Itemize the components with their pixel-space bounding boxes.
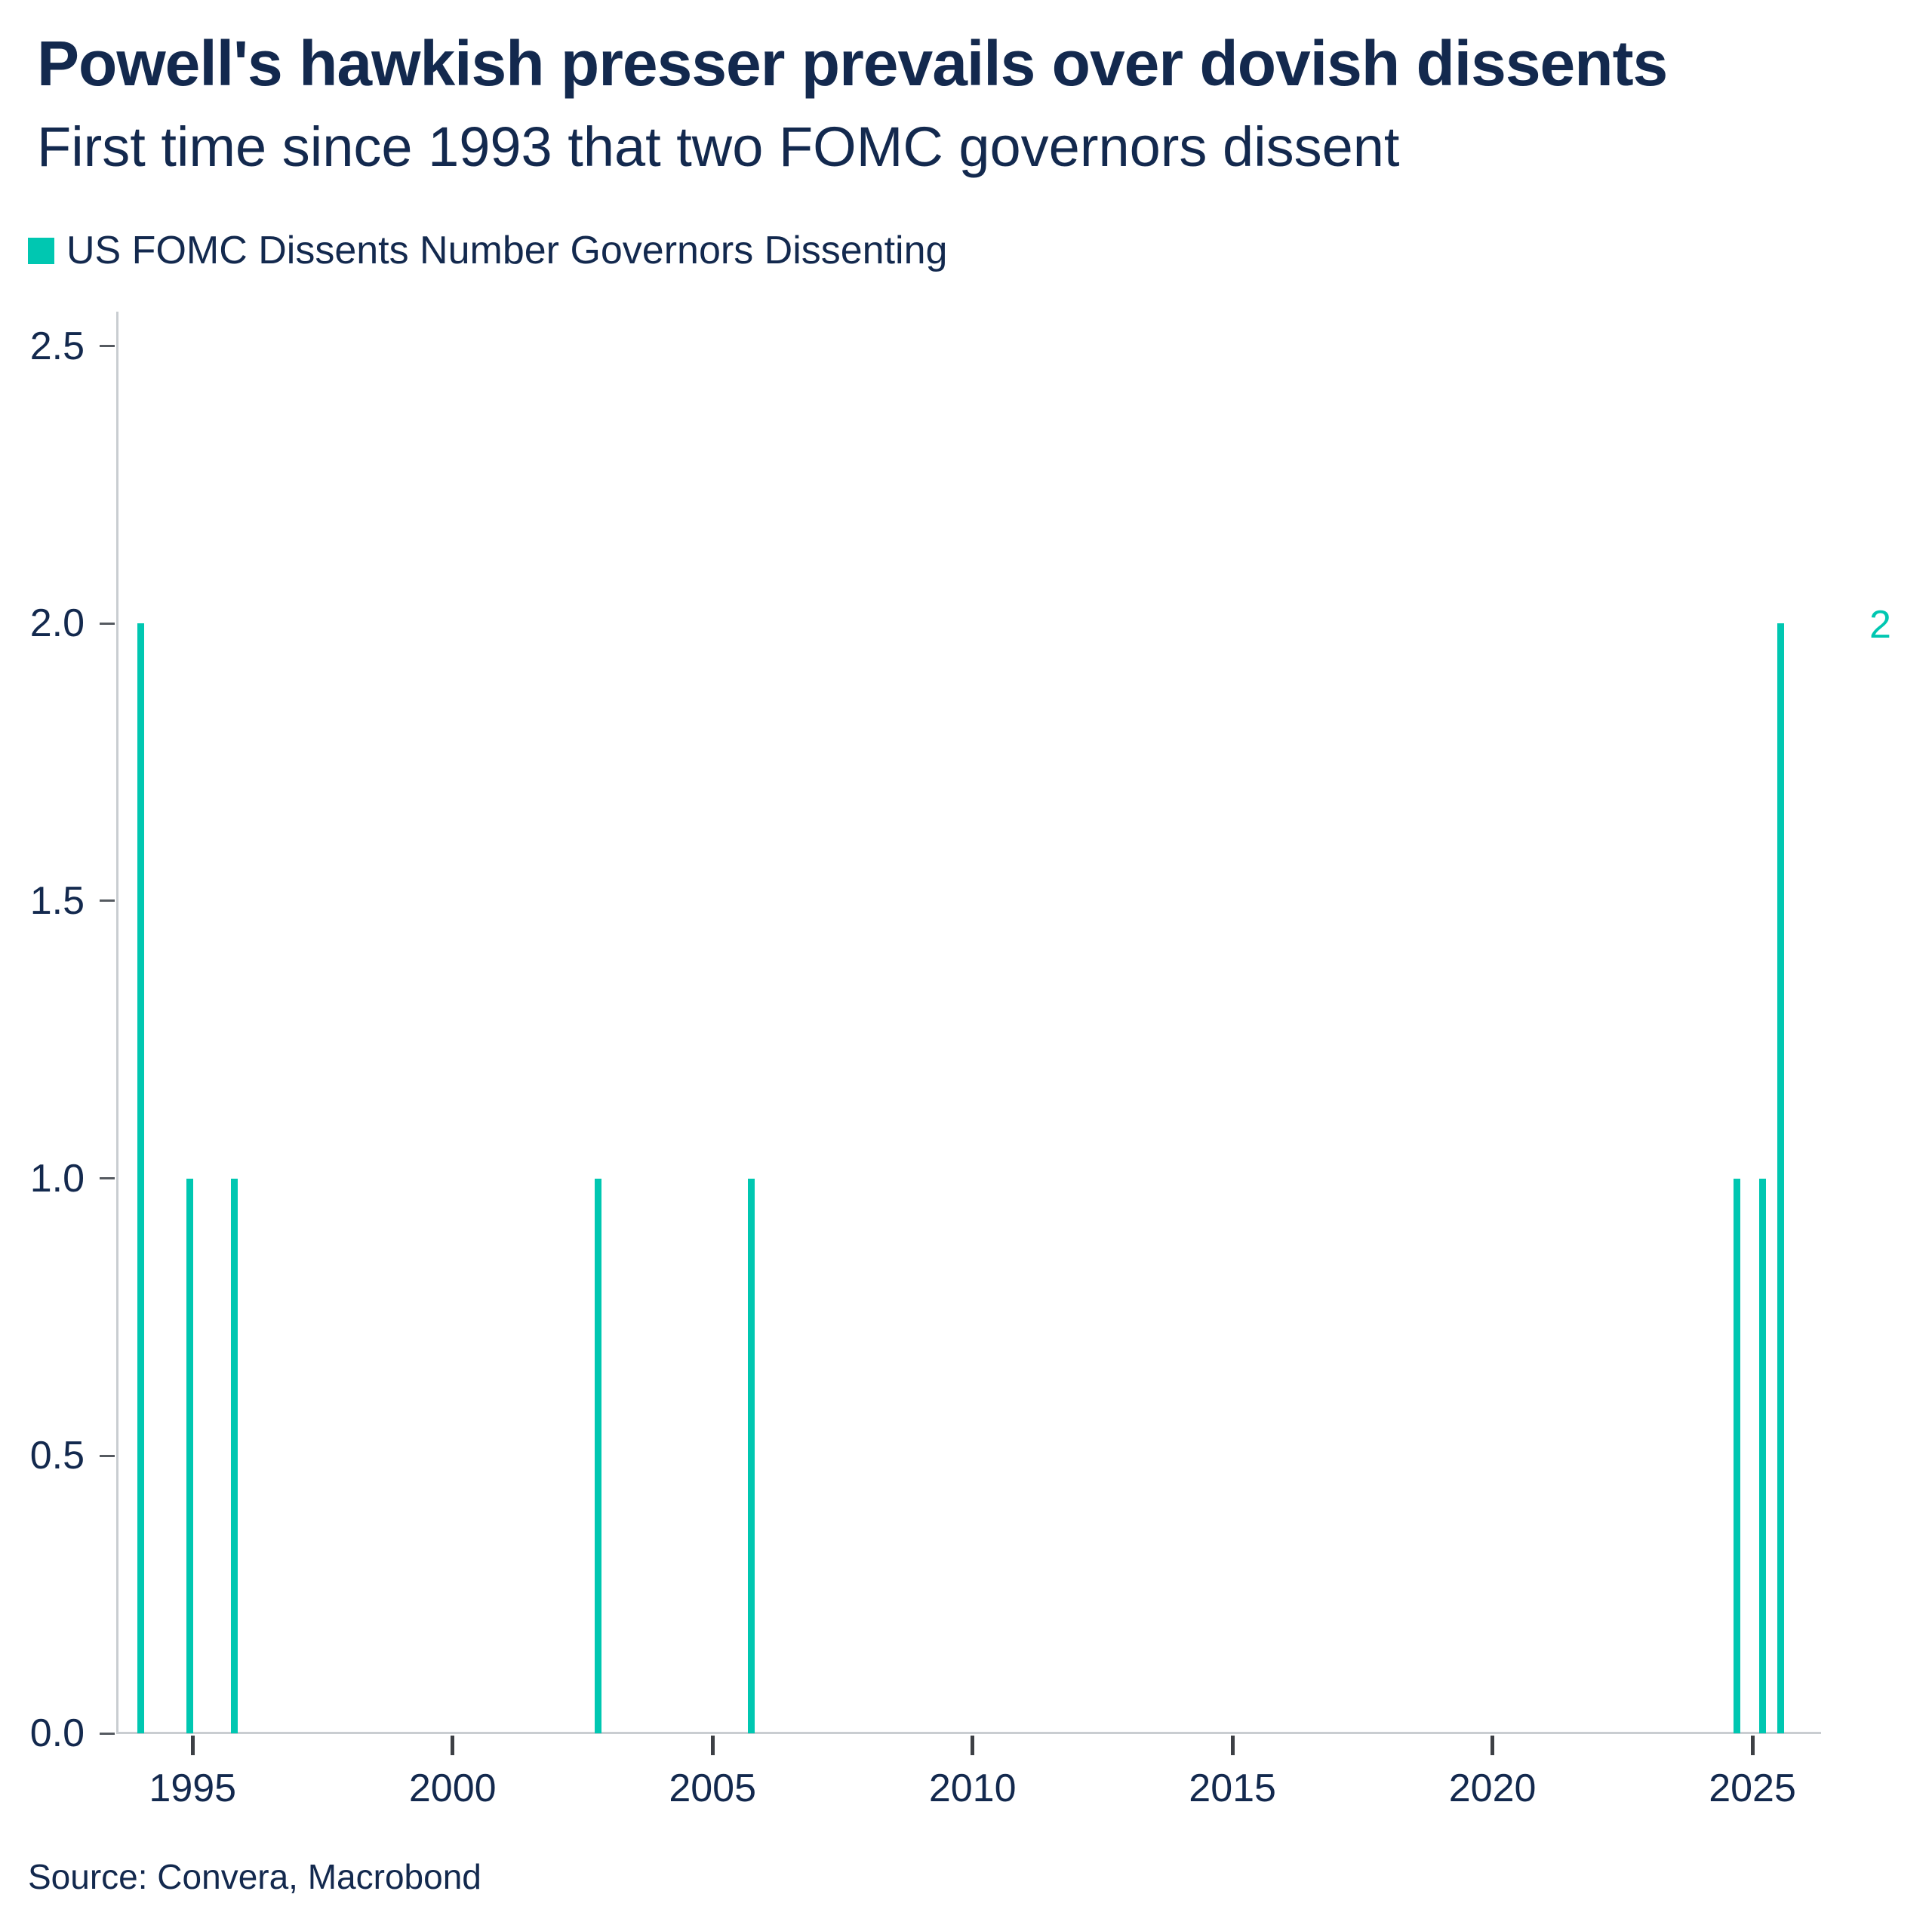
source-note: Source: Convera, Macrobond [28, 1857, 481, 1896]
series-end-value-label: 2 [1869, 603, 1891, 647]
x-axis-tick [1230, 1736, 1235, 1755]
y-axis-tick [100, 345, 115, 348]
dissent-bar [1733, 1178, 1740, 1733]
dissent-bar [230, 1178, 238, 1733]
y-axis-tick-label: 0.0 [29, 1711, 85, 1755]
legend: US FOMC Dissents Number Governors Dissen… [28, 226, 947, 275]
page-title: Powell's hawkish presser prevails over d… [37, 28, 1668, 99]
legend-swatch-icon [28, 237, 54, 264]
dissent-bar [1759, 1178, 1767, 1733]
x-axis-tick-label: 2005 [669, 1767, 757, 1810]
dissent-bar [137, 623, 144, 1733]
y-axis-tick-label: 0.5 [29, 1434, 85, 1478]
x-axis-tick [1750, 1736, 1755, 1755]
x-axis-tick-label: 2015 [1189, 1767, 1276, 1810]
x-axis-tick [971, 1736, 975, 1755]
y-axis-tick-label: 1.5 [29, 878, 85, 923]
x-axis-tick-label: 2010 [928, 1767, 1017, 1810]
y-axis-tick [100, 1732, 115, 1735]
dissent-bar [1777, 623, 1785, 1733]
page-subtitle: First time since 1993 that two FOMC gove… [37, 115, 1400, 178]
x-axis-tick [190, 1736, 195, 1755]
x-axis-tick-label: 2000 [408, 1767, 497, 1810]
x-axis-tick-label: 2025 [1709, 1767, 1796, 1810]
dissent-bar [748, 1178, 755, 1733]
y-axis-tick-label: 2.5 [29, 324, 85, 368]
y-axis-tick-label: 2.0 [29, 601, 85, 646]
y-axis-line [116, 312, 118, 1733]
x-axis-tick-label: 2020 [1448, 1767, 1537, 1810]
x-axis-tick [710, 1736, 715, 1755]
x-axis-line [116, 1732, 1821, 1734]
y-axis-tick [100, 1454, 115, 1457]
legend-label: US FOMC Dissents Number Governors Dissen… [66, 229, 948, 272]
x-axis-tick [451, 1736, 455, 1755]
dissent-bar [186, 1178, 194, 1733]
x-axis-tick-label: 1995 [149, 1767, 237, 1810]
y-axis-tick-label: 1.0 [29, 1156, 85, 1201]
dissent-bar [595, 1178, 602, 1733]
y-axis-tick [100, 899, 115, 903]
y-axis-tick [100, 1177, 115, 1180]
chart-plot-area: 0.0 0.5 1.0 1.5 2.0 2.5 1995 2000 2005 2010 2015 20… [30, 312, 1891, 1810]
x-axis-tick [1491, 1736, 1495, 1755]
y-axis-tick [100, 622, 115, 625]
